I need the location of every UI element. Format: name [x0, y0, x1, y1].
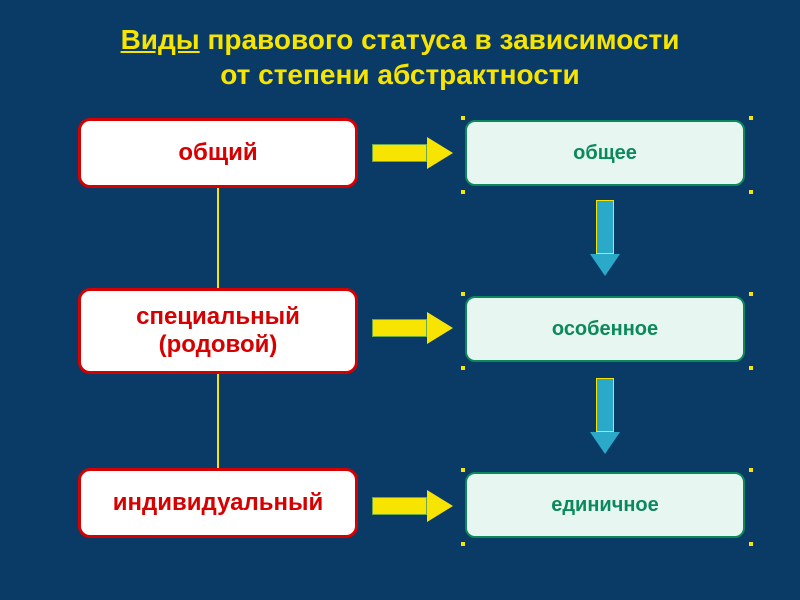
- right-box-special: особенное: [465, 296, 745, 362]
- corner-dot: [461, 542, 465, 546]
- arrow-special-to-special: [372, 312, 453, 344]
- title-line2: от степени абстрактности: [0, 57, 800, 92]
- arrow-general-to-general: [372, 137, 453, 169]
- arrow-special-to-individual-down: [590, 378, 620, 454]
- right-box-individual-label: единичное: [551, 494, 659, 517]
- corner-dot: [461, 190, 465, 194]
- corner-dot: [461, 366, 465, 370]
- title-line1-rest: правового статуса в зависимости: [200, 24, 680, 55]
- corner-dot: [749, 542, 753, 546]
- left-box-general-label: общий: [178, 139, 257, 167]
- arrow-individual-to-individual: [372, 490, 453, 522]
- corner-dot: [461, 468, 465, 472]
- right-box-individual: единичное: [465, 472, 745, 538]
- connector-general-special: [217, 188, 219, 288]
- left-box-special: специальный (родовой): [78, 288, 358, 374]
- right-box-general-label: общее: [573, 142, 637, 165]
- corner-dot: [461, 116, 465, 120]
- left-box-general: общий: [78, 118, 358, 188]
- title-underlined-word: Виды: [121, 24, 200, 55]
- left-box-special-line2: (родовой): [136, 331, 300, 359]
- corner-dot: [749, 468, 753, 472]
- left-box-special-line1: специальный: [136, 303, 300, 331]
- corner-dot: [749, 116, 753, 120]
- right-box-special-label: особенное: [552, 318, 658, 341]
- left-box-individual: индивидуальный: [78, 468, 358, 538]
- corner-dot: [749, 190, 753, 194]
- arrow-general-to-special-down: [590, 200, 620, 276]
- connector-special-individual: [217, 374, 219, 468]
- corner-dot: [461, 292, 465, 296]
- right-box-general: общее: [465, 120, 745, 186]
- corner-dot: [749, 366, 753, 370]
- diagram-title: Виды правового статуса в зависимости от …: [0, 0, 800, 92]
- left-box-individual-label: индивидуальный: [113, 489, 323, 517]
- corner-dot: [749, 292, 753, 296]
